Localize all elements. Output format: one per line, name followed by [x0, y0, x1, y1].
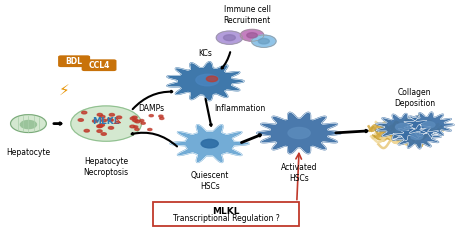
Circle shape [141, 122, 146, 124]
Text: MLKL: MLKL [92, 117, 120, 126]
Circle shape [411, 134, 423, 140]
Text: Collagen
Deposition: Collagen Deposition [394, 88, 435, 108]
Circle shape [422, 121, 435, 128]
Text: Inflammation: Inflammation [215, 104, 266, 113]
Text: Transcriptional Regulation ?: Transcriptional Regulation ? [173, 214, 280, 223]
Circle shape [100, 115, 105, 118]
Circle shape [133, 119, 138, 122]
Circle shape [135, 128, 139, 130]
Circle shape [109, 113, 114, 116]
Text: DAMPs: DAMPs [138, 104, 164, 113]
Circle shape [196, 74, 219, 86]
Text: Quiescent
HSCs: Quiescent HSCs [191, 171, 229, 191]
Circle shape [130, 117, 136, 120]
Circle shape [288, 128, 310, 139]
Text: CCL4: CCL4 [88, 61, 110, 70]
Circle shape [206, 76, 218, 82]
Circle shape [71, 106, 141, 141]
Circle shape [101, 133, 106, 135]
Text: KCs: KCs [198, 49, 212, 58]
Circle shape [97, 125, 102, 128]
Polygon shape [404, 112, 454, 137]
Circle shape [201, 139, 218, 148]
Text: Hepatocyte: Hepatocyte [6, 148, 51, 157]
Polygon shape [376, 113, 430, 141]
Text: Immune cell
Recruitment: Immune cell Recruitment [224, 5, 271, 25]
Polygon shape [167, 62, 244, 101]
Circle shape [224, 35, 236, 41]
Circle shape [216, 31, 243, 44]
Circle shape [84, 129, 89, 132]
Circle shape [97, 113, 102, 116]
Circle shape [240, 30, 264, 41]
Circle shape [109, 127, 114, 129]
Polygon shape [170, 125, 249, 162]
Circle shape [134, 126, 138, 128]
FancyBboxPatch shape [82, 59, 117, 71]
Circle shape [117, 116, 122, 119]
Text: Activated
HSCs: Activated HSCs [281, 163, 318, 183]
Circle shape [247, 33, 257, 38]
Circle shape [97, 130, 102, 132]
Circle shape [132, 116, 137, 119]
Circle shape [108, 119, 113, 121]
Circle shape [148, 129, 152, 131]
Circle shape [395, 124, 410, 131]
Circle shape [101, 119, 107, 122]
Circle shape [252, 35, 276, 47]
Circle shape [82, 111, 87, 114]
Text: Hepatocyte
Necroptosis: Hepatocyte Necroptosis [83, 157, 128, 177]
Circle shape [99, 124, 104, 126]
Circle shape [149, 115, 154, 117]
FancyBboxPatch shape [58, 55, 90, 67]
Circle shape [10, 115, 46, 133]
Circle shape [139, 120, 144, 121]
Circle shape [20, 121, 36, 129]
Circle shape [92, 120, 98, 122]
Polygon shape [393, 124, 441, 149]
FancyBboxPatch shape [153, 203, 299, 226]
Polygon shape [257, 112, 341, 154]
Circle shape [130, 125, 135, 128]
Circle shape [159, 115, 163, 117]
Circle shape [107, 118, 112, 121]
Circle shape [78, 119, 83, 121]
Circle shape [160, 117, 164, 120]
Circle shape [98, 125, 103, 127]
Text: MLKL: MLKL [212, 207, 240, 216]
Text: BDL: BDL [65, 57, 82, 66]
Circle shape [258, 38, 269, 44]
Circle shape [135, 120, 140, 123]
Text: ⚡: ⚡ [58, 83, 69, 98]
